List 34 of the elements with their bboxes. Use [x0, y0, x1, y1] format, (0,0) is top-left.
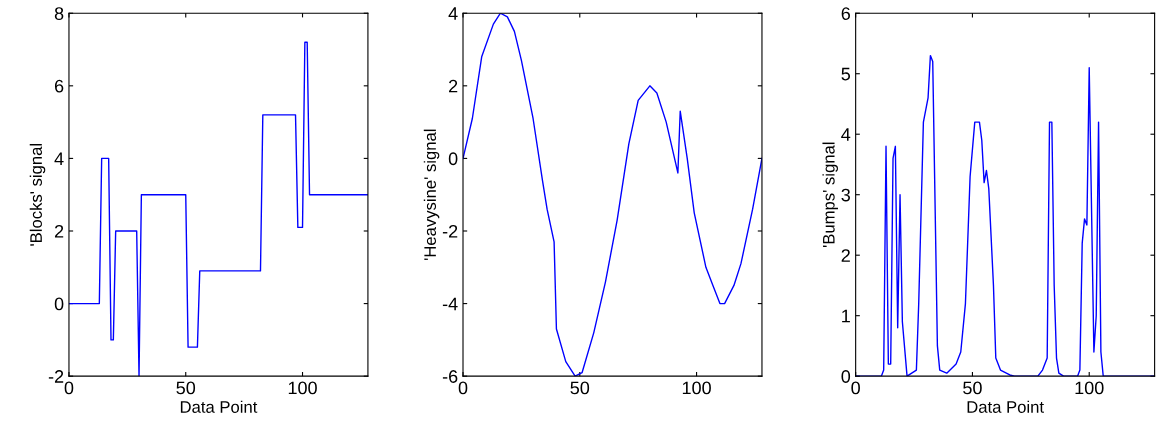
y-axis-title: 'Blocks' signal — [29, 144, 46, 246]
x-tick-label: 100 — [1075, 381, 1104, 395]
y-tick-label: 6 — [54, 79, 64, 93]
x-tick-label: 50 — [176, 381, 196, 395]
line-series — [463, 13, 762, 377]
y-tick-label: 2 — [54, 224, 64, 238]
y-tick-label: -2 — [48, 370, 64, 383]
y-tick-label: 0 — [448, 152, 458, 166]
y-tick-label: 2 — [841, 249, 850, 262]
y-axis-title: 'Bumps' signal — [822, 142, 838, 248]
y-tick-label: 4 — [448, 7, 458, 20]
x-axis-title: Data Point — [967, 400, 1044, 413]
x-tick-label: 0 — [64, 381, 74, 395]
y-tick-label: 4 — [54, 152, 64, 165]
x-tick-label: 100 — [288, 381, 317, 395]
y-tick-label: 1 — [842, 309, 850, 323]
y-tick-label: 0 — [841, 370, 851, 383]
x-tick-label: 0 — [458, 381, 468, 395]
x-tick-label: 50 — [570, 381, 590, 395]
x-tick-label: 50 — [963, 381, 982, 395]
y-tick-label: 6 — [841, 7, 850, 20]
y-tick-label: 8 — [54, 7, 64, 20]
y-tick-label: -4 — [442, 297, 458, 311]
y-tick-label: 0 — [54, 297, 64, 311]
y-tick-label: -6 — [442, 370, 458, 383]
x-tick-label: 0 — [851, 381, 860, 395]
y-tick-label: -2 — [442, 224, 458, 238]
x-tick-label: 100 — [682, 381, 711, 395]
x-axis-title: Data Point — [180, 400, 258, 413]
y-tick-label: 5 — [841, 67, 851, 81]
y-tick-label: 2 — [449, 79, 458, 93]
y-tick-label: 3 — [841, 188, 850, 202]
y-axis-title: 'Heavysine' signal — [423, 129, 440, 261]
y-tick-label: 4 — [841, 128, 851, 141]
